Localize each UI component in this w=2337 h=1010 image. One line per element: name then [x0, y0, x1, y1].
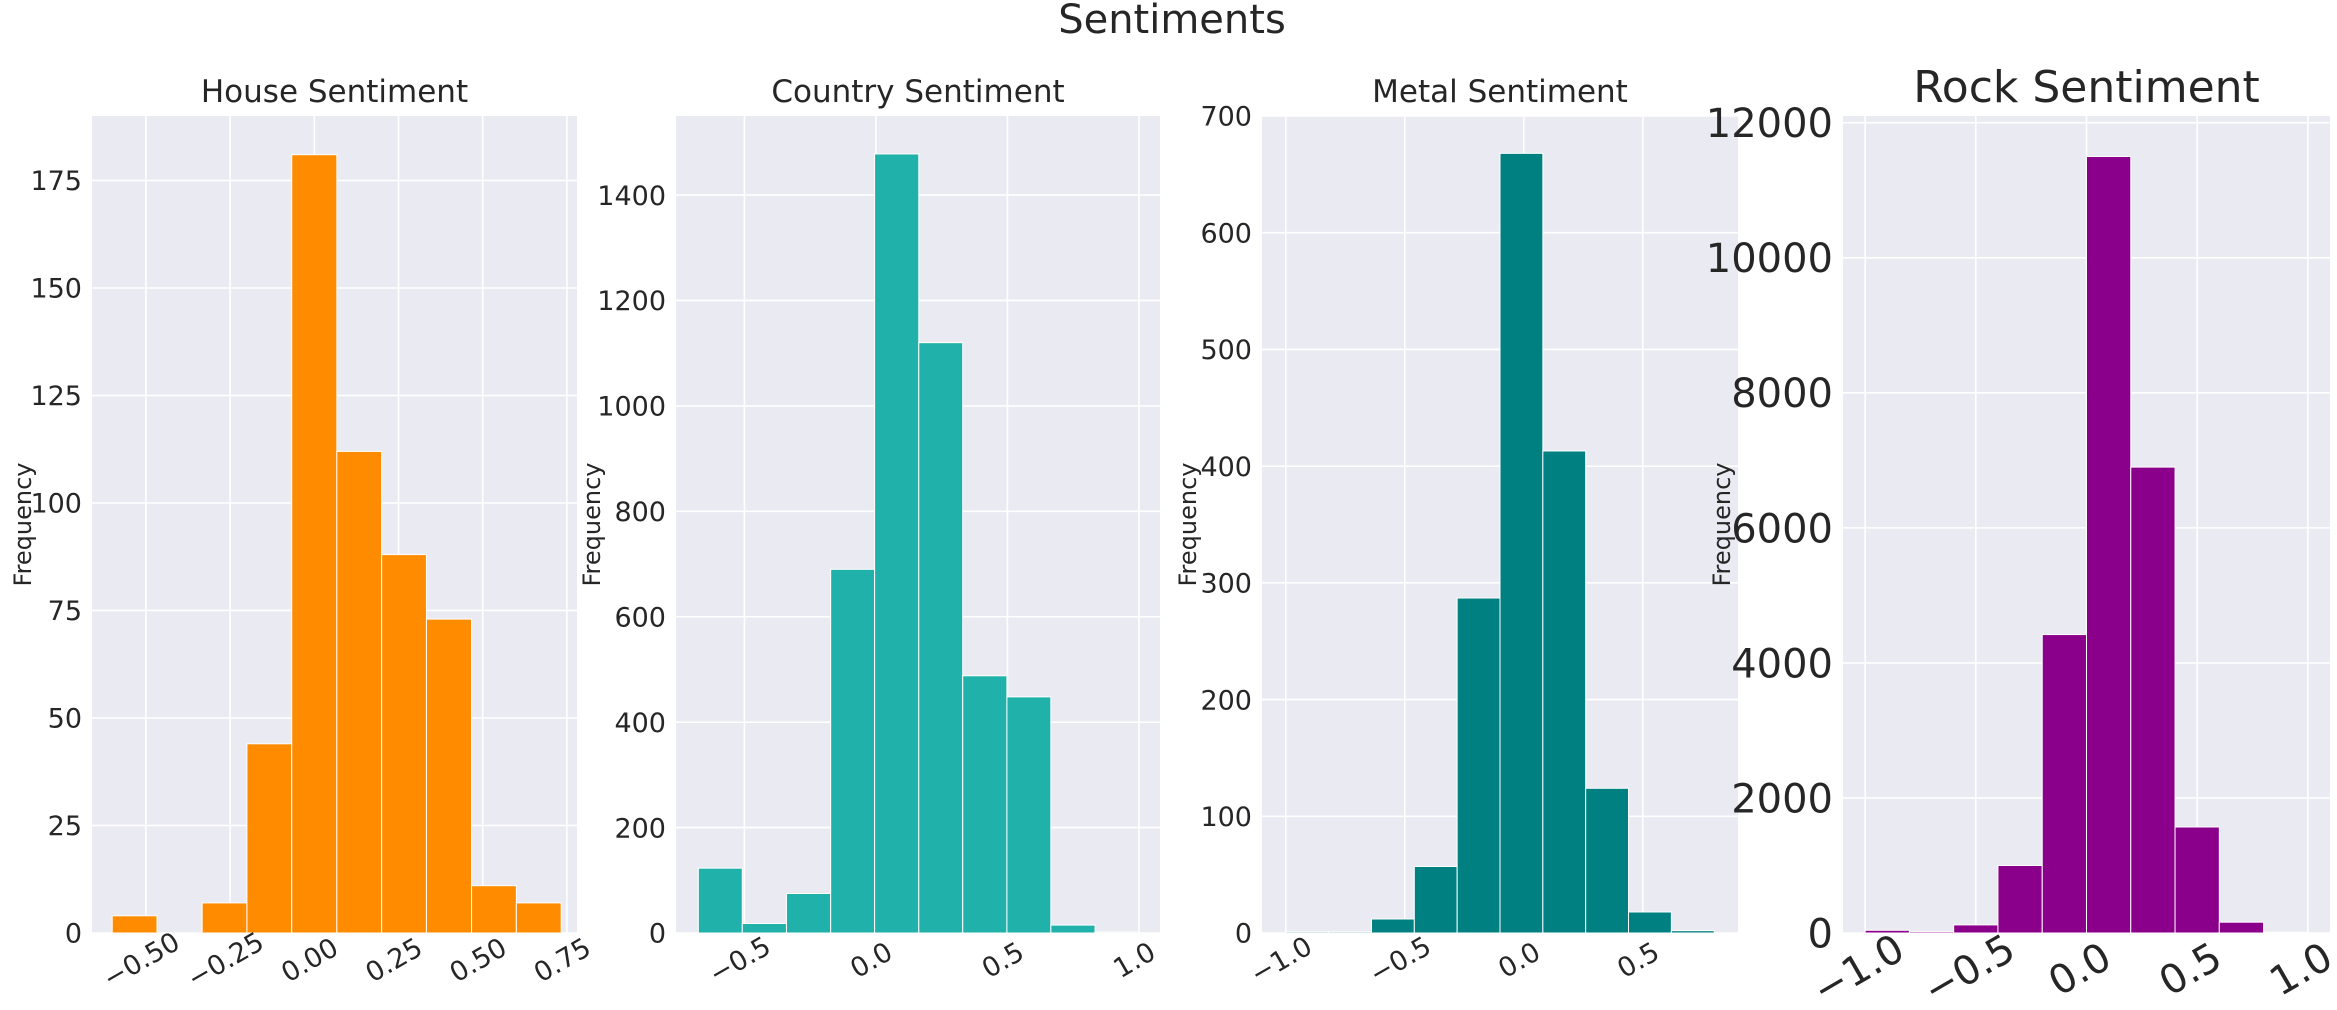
y-axis-label: Frequency: [9, 463, 37, 587]
y-tick-label: 100: [30, 489, 82, 520]
y-tick-label: 100: [1200, 802, 1252, 833]
histogram-bar: [962, 675, 1008, 934]
chart-panel-4: Rock Sentiment 0 2000 4000 6000 8000 10000 1200…: [1706, 62, 2337, 1010]
y-tick-label: 0: [1235, 919, 1252, 950]
y-tick-label: 50: [48, 704, 82, 735]
y-tick-label: 175: [30, 166, 82, 197]
histogram-bar: [1094, 931, 1140, 934]
histogram-bar: [201, 902, 248, 934]
histogram-bar: [741, 923, 787, 934]
y-tick-label: 12000: [1706, 101, 1833, 147]
figure-title: Sentiments: [1058, 0, 1286, 43]
y-tick-label: 6000: [1731, 506, 1833, 552]
histogram-bar: [1456, 597, 1501, 934]
histogram-bar: [1050, 924, 1096, 934]
histogram-bar: [336, 450, 383, 934]
y-tick-label: 0: [649, 919, 666, 950]
histogram-bar: [918, 342, 964, 934]
y-axis-label: Frequency: [1174, 463, 1202, 587]
y-tick-label: 25: [48, 811, 82, 842]
chart-title: Country Sentiment: [771, 74, 1064, 110]
y-tick-label: 800: [614, 497, 666, 528]
histogram-bar: [785, 892, 832, 934]
histogram-bar: [1670, 930, 1715, 934]
y-tick-label: 700: [1200, 102, 1252, 133]
histogram-bar: [1908, 931, 1955, 934]
chart-panel-3: Metal Sentiment0100200300400500600700−1.…: [1174, 74, 1738, 990]
y-tick-label: 200: [614, 813, 666, 844]
histogram-bar: [2174, 826, 2220, 934]
y-tick-label: 125: [30, 381, 82, 412]
y-tick-label: 75: [48, 596, 82, 627]
histogram-bar: [1585, 787, 1630, 934]
y-axis-label: Frequency: [1708, 463, 1736, 587]
y-tick-label: 300: [1200, 569, 1252, 600]
y-tick-label: 150: [30, 274, 82, 305]
histogram-bar: [874, 153, 920, 934]
histogram-bar: [1370, 918, 1415, 934]
histogram-bar: [246, 743, 293, 934]
histogram-bar: [2218, 921, 2265, 934]
y-tick-label: 1200: [597, 286, 666, 317]
histogram-bar: [2086, 156, 2132, 934]
y-tick-label: 4000: [1731, 641, 1833, 687]
histogram-bar: [291, 154, 338, 934]
chart-title: Metal Sentiment: [1372, 74, 1628, 110]
y-axis-label: Frequency: [578, 463, 606, 587]
histogram-bar: [2041, 634, 2088, 934]
y-tick-label: 400: [614, 708, 666, 739]
histogram-bar: [2263, 931, 2309, 934]
histogram-bar: [471, 885, 517, 934]
histogram-bar: [1997, 864, 2043, 934]
histogram-bar: [1628, 911, 1672, 934]
y-tick-label: 600: [1200, 218, 1252, 249]
histogram-bar: [1006, 696, 1052, 934]
y-tick-label: 1400: [597, 181, 666, 212]
histogram-bar: [1413, 865, 1458, 934]
chart-title: Rock Sentiment: [1913, 62, 2260, 113]
histogram-bar: [1542, 450, 1587, 934]
histogram-bar: [2130, 466, 2176, 934]
y-tick-label: 600: [614, 602, 666, 633]
y-tick-label: 8000: [1731, 371, 1833, 417]
histogram-bar: [830, 568, 876, 934]
y-tick-label: 0: [1808, 911, 1833, 957]
histogram-bar: [381, 554, 427, 934]
chart-title: House Sentiment: [201, 74, 468, 110]
y-tick-label: 200: [1200, 685, 1252, 716]
y-tick-label: 400: [1200, 452, 1252, 483]
histogram-bar: [111, 915, 158, 934]
histogram-bar: [697, 867, 743, 934]
chart-panel-1: House Sentiment0255075100125150175−0.50−…: [9, 74, 596, 995]
y-tick-label: 500: [1200, 335, 1252, 366]
histogram-bar: [425, 618, 473, 934]
histogram-bar: [1285, 931, 1330, 934]
histogram-bar: [1328, 931, 1372, 934]
histogram-bar: [515, 902, 562, 934]
y-tick-label: 0: [65, 919, 82, 950]
y-tick-label: 10000: [1706, 236, 1833, 282]
histogram-bar: [1499, 152, 1544, 934]
y-tick-label: 2000: [1731, 776, 1833, 822]
y-tick-label: 1000: [597, 392, 666, 423]
